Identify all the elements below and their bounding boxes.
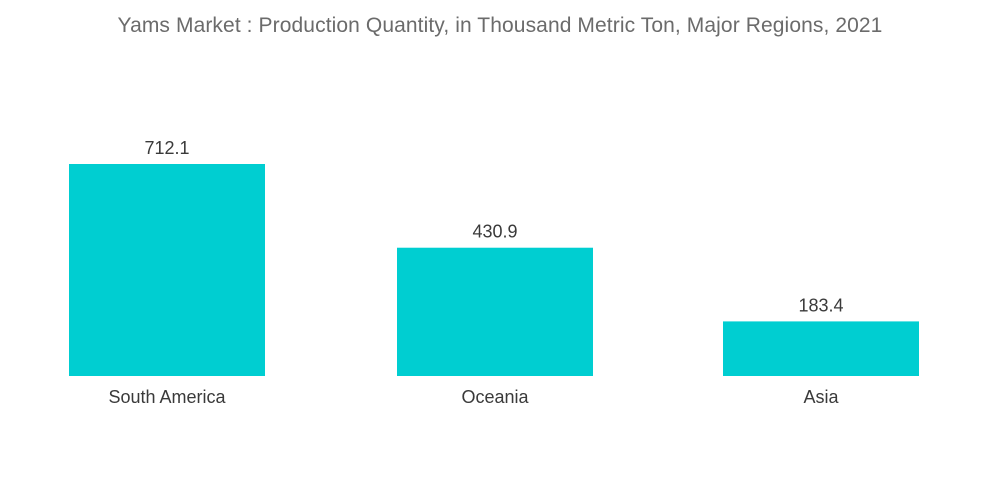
chart-title: Yams Market : Production Quantity, in Th… (117, 14, 883, 37)
bar-oceania (397, 247, 593, 376)
bar-south-america (69, 164, 265, 376)
x-axis-tick-labels: South America Oceania Asia (108, 387, 839, 407)
data-label-asia: 183.4 (798, 295, 843, 315)
data-labels-layer: 712.1 430.9 183.4 (144, 138, 843, 315)
bar-asia (723, 321, 919, 376)
x-tick-label-oceania: Oceania (461, 387, 529, 407)
data-label-oceania: 430.9 (472, 222, 517, 242)
x-tick-label-asia: Asia (803, 387, 839, 407)
data-label-south-america: 712.1 (144, 138, 189, 158)
bars-layer (69, 164, 919, 376)
x-tick-label-south-america: South America (108, 387, 226, 407)
